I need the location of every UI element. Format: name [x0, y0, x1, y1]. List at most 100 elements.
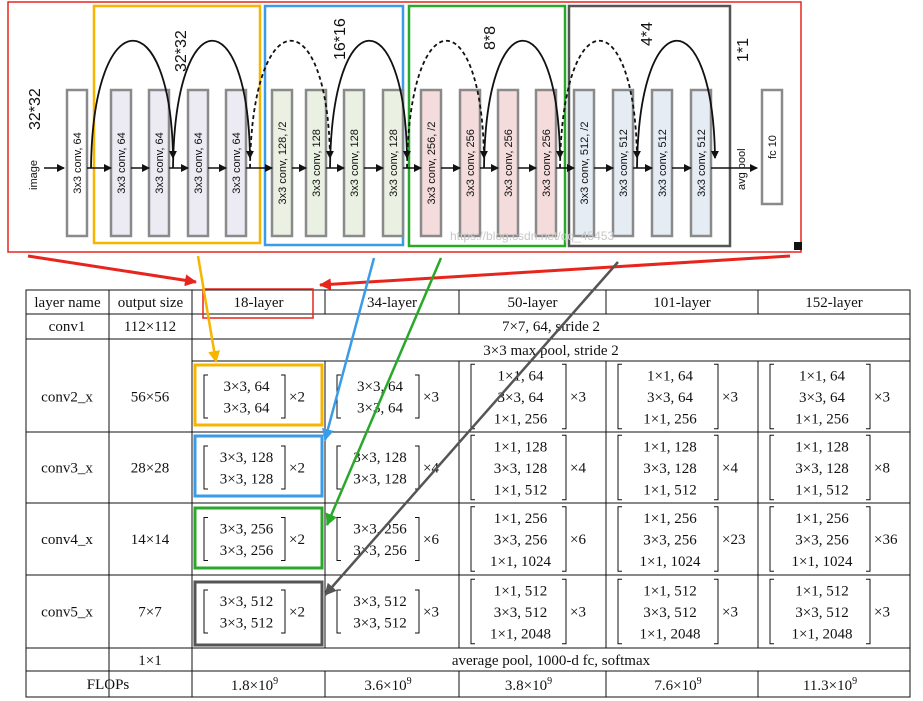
stage-name: conv3_x — [41, 461, 93, 477]
conv-layer-box — [534, 88, 558, 238]
identity-shortcut — [636, 39, 719, 169]
flops-base: 3.6×10 — [364, 678, 406, 694]
final-output-size: 1×1 — [138, 653, 161, 669]
block-repeat-count: ×3 — [874, 605, 890, 621]
conv-layer-label: 3x3 conv, 128 — [311, 129, 323, 197]
stage-group-box-4 — [567, 4, 732, 248]
bracket-right — [281, 517, 286, 561]
identity-shortcut — [172, 39, 254, 169]
bracket-left — [203, 374, 208, 419]
bracket-right — [714, 506, 719, 572]
block-layer-spec: 3×3, 128 — [643, 461, 696, 477]
conv-layer-box — [689, 88, 713, 238]
bracket-left — [203, 445, 208, 490]
gray-arrow — [324, 261, 619, 596]
block-layer-spec: 3×3, 128 — [220, 472, 273, 488]
input-image-label: image — [28, 160, 40, 190]
bracket-right — [415, 445, 420, 490]
bracket-right — [415, 589, 420, 634]
block-repeat-count: ×2 — [289, 605, 305, 621]
block-layer-spec: 3×3, 512 — [494, 605, 547, 621]
block-layer-spec: 3×3, 256 — [494, 532, 548, 548]
block-repeat-count: ×3 — [874, 390, 890, 406]
block-layer-spec: 1×1, 512 — [643, 583, 696, 599]
stage-output-size: 56×56 — [131, 390, 170, 406]
flops-value: 7.6×109 — [654, 676, 701, 694]
identity-shortcut — [329, 39, 411, 169]
bracket-left — [203, 589, 208, 634]
block-layer-spec: 1×1, 512 — [795, 482, 848, 498]
bracket-right — [866, 506, 871, 572]
block-layer-spec: 1×1, 128 — [494, 439, 547, 455]
table-header-cell: 18-layer — [234, 295, 284, 311]
bracket-right — [714, 434, 719, 501]
block-layer-spec: 1×1, 64 — [799, 368, 845, 384]
block-repeat-count: ×3 — [722, 390, 738, 406]
block-repeat-count: ×3 — [570, 605, 586, 621]
conv-layer-label: 3x3 conv, 64 — [154, 132, 166, 194]
block-layer-spec: 1×1, 1024 — [640, 554, 701, 570]
block-repeat-count: ×4 — [423, 461, 439, 477]
red-arrow-left — [27, 254, 197, 287]
conv-layer-box — [650, 88, 674, 238]
stage-output-size: 28×28 — [131, 461, 169, 477]
green-arrow — [325, 257, 443, 526]
bracket-left — [336, 445, 341, 490]
conv-layer-label: 3x3 conv, 128 — [349, 129, 361, 197]
table-header-cell: layer name — [34, 295, 101, 311]
bracket-right — [866, 434, 871, 501]
bracket-left — [769, 578, 774, 645]
block-layer-spec: 1×1, 1024 — [490, 554, 551, 570]
bracket-right — [562, 506, 567, 572]
bracket-left — [470, 506, 475, 572]
block-layer-spec: 1×1, 512 — [643, 482, 696, 498]
block-layer-spec: 1×1, 256 — [643, 511, 697, 527]
final-desc: average pool, 1000-d fc, softmax — [452, 653, 651, 669]
block-repeat-count: ×36 — [874, 532, 898, 548]
highlight-stage-2 — [193, 363, 324, 427]
bracket-right — [281, 374, 286, 419]
bracket-right — [415, 374, 420, 419]
block-layer-spec: 3×3, 256 — [353, 522, 407, 538]
conv-layer-box — [419, 88, 443, 238]
bracket-right — [714, 363, 719, 430]
block-layer-spec: 3×3, 64 — [357, 379, 403, 395]
block-layer-spec: 1×1, 256 — [494, 411, 548, 427]
bracket-left — [470, 363, 475, 430]
block-layer-spec: 3×3, 64 — [498, 390, 544, 406]
block-repeat-count: ×8 — [874, 461, 890, 477]
bracket-right — [562, 578, 567, 645]
stage-size-label-2: 16*16 — [332, 18, 349, 60]
bracket-left — [617, 363, 622, 430]
stage-output-size: 7×7 — [138, 605, 162, 621]
block-layer-spec: 3×3, 256 — [643, 532, 697, 548]
architecture-table: layer name output size 18-layer 34-layer 50-… — [25, 289, 911, 698]
flops-exponent: 9 — [407, 676, 412, 687]
bracket-right — [415, 517, 420, 561]
bracket-left — [769, 434, 774, 501]
network-diagram: 32*32 image 32*32 16*16 8*8 4*4 3x3 conv, 64 3x… — [7, 1, 802, 253]
highlight-stage-5 — [193, 580, 324, 647]
table-border — [25, 289, 911, 698]
block-layer-spec: 1×1, 64 — [647, 368, 693, 384]
projection-shortcut — [559, 39, 641, 169]
block-layer-spec: 3×3, 128 — [353, 450, 406, 466]
flops-value: 3.8×109 — [505, 676, 552, 694]
conv-layer-box — [496, 88, 520, 238]
bracket-left — [336, 589, 341, 634]
outer-frame — [7, 1, 802, 253]
stage-size-label-1: 32*32 — [173, 30, 190, 72]
projection-shortcut — [249, 39, 334, 169]
block-layer-spec: 3×3, 128 — [220, 450, 273, 466]
block-layer-spec: 3×3, 64 — [224, 401, 270, 417]
row-conv1-name: conv1 — [49, 319, 86, 335]
fc-label: fc 10 — [767, 135, 779, 159]
stage-name: conv4_x — [41, 532, 93, 548]
block-repeat-count: ×2 — [289, 390, 305, 406]
block-layer-spec: 1×1, 2048 — [490, 626, 551, 642]
red-arrow-right — [319, 254, 791, 291]
table-header-cell: 101-layer — [653, 295, 710, 311]
block-repeat-count: ×6 — [423, 532, 439, 548]
conv-layer-box — [381, 88, 405, 238]
conv-layer-label: 3x3 conv, 256 — [503, 129, 515, 197]
